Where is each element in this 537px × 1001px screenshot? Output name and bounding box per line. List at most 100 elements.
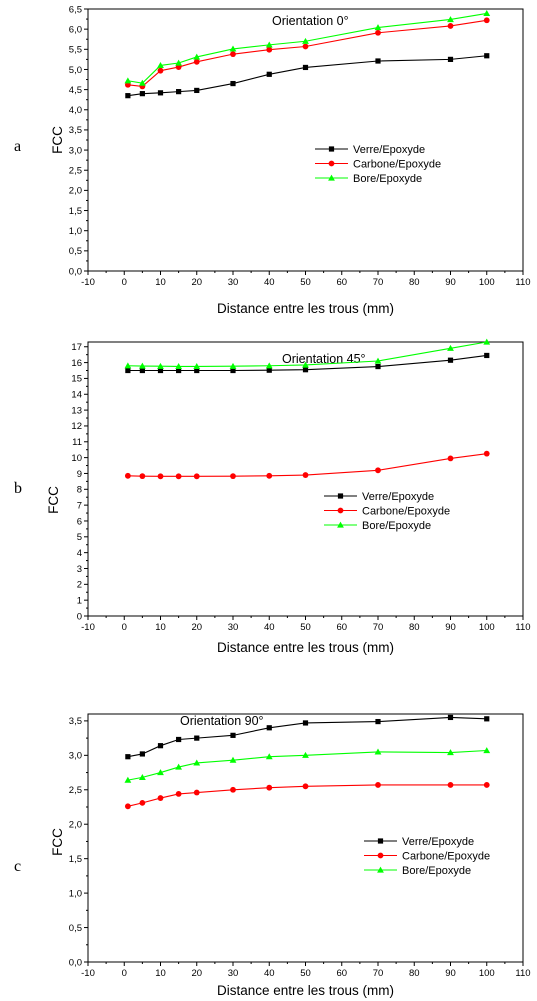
x-tick-label: 10 [155,277,166,288]
data-point [229,362,237,369]
data-point [230,732,236,738]
y-tick-label: 9 [77,469,82,480]
data-point [157,769,164,776]
y-tick-label: 0,5 [69,923,82,934]
series-carbone-epoxyde [124,450,490,480]
data-point [194,735,200,741]
x-tick-label: 10 [155,968,166,979]
y-tick-label: 4,0 [69,105,82,116]
x-tick-label: 70 [373,622,384,633]
x-tick-label: 40 [264,277,275,288]
data-point [302,751,309,758]
data-point [302,361,309,368]
data-point [230,51,236,58]
data-point [266,71,272,77]
x-tick-label: 20 [191,277,202,288]
x-tick-label: 110 [515,277,530,288]
legend-marker [377,866,384,873]
y-tick-label: 4,5 [69,85,82,96]
y-tick-label: 6,0 [69,24,82,35]
x-tick-label: 80 [409,968,420,979]
y-tick-label: 3,5 [69,125,82,136]
data-point [483,17,490,24]
data-point [139,91,145,97]
y-tick-label: 8 [77,485,82,496]
panel-letter: b [14,480,22,497]
x-tick-label: 30 [228,622,239,633]
data-point [175,362,183,369]
data-point [157,795,164,801]
x-tick-label: 20 [191,968,202,979]
data-point [484,53,490,59]
data-point [483,10,491,17]
data-point [124,776,132,783]
y-tick-label: 3,0 [69,145,82,156]
data-point [175,473,182,480]
x-tick-label: 50 [300,622,311,633]
x-tick-label: 70 [373,277,384,288]
data-point [266,784,273,791]
x-tick-label: 80 [409,277,420,288]
series-line [127,749,487,781]
data-point [125,754,131,760]
data-point [124,362,132,369]
data-point [375,363,381,370]
x-tick-label: -10 [81,622,95,633]
data-point [176,736,182,743]
data-point [265,362,273,369]
y-tick-label: 1,5 [69,854,82,865]
data-point [266,46,273,53]
y-tick-label: 3,5 [69,716,82,727]
data-point [302,720,309,726]
data-point [375,29,381,36]
chart-panel-a: -10 0 10 20 30 40 50 60 70 80 90 100 110 0,0 0,5 1,0 1,5… [14,4,531,316]
data-point [230,473,236,480]
legend-label: Verre/Epoxyde [402,836,474,848]
data-point [483,747,491,754]
y-tick-label: 1 [77,595,82,606]
y-tick-label: 4 [77,548,82,559]
x-tick-label: 100 [479,277,495,288]
data-point [175,763,183,770]
x-tick-label: 70 [373,968,384,979]
data-point [176,89,182,95]
data-point [266,367,272,373]
data-point [193,789,200,796]
y-tick-label: 7 [77,500,82,511]
data-point [157,743,164,749]
y-axis-label: FCC [46,486,61,514]
data-point [230,367,236,374]
series-carbone-epoxyde [124,17,490,90]
data-point [375,718,381,725]
y-tick-label: 15 [71,374,82,385]
x-axis-label: Distance entre les trous (mm) [217,640,394,655]
y-tick-label: 12 [71,421,82,432]
y-tick-label: 2,5 [69,166,82,177]
x-tick-label: 80 [409,622,420,633]
data-point [138,773,146,780]
x-tick-label: 90 [445,968,456,979]
x-tick-label: -10 [81,968,95,979]
data-point [124,472,131,479]
x-axis-label: Distance entre les trous (mm) [217,301,394,316]
series-verre-epoxyde [125,714,490,760]
series-verre-epoxyde [125,53,490,99]
legend-label: Bore/Epoxyde [353,173,422,185]
chart-title: Orientation 0° [272,14,349,28]
x-tick-label: 40 [264,968,275,979]
x-tick-label: 90 [445,622,456,633]
legend-label: Carbone/Epoxyde [353,158,441,170]
legend-marker [377,838,384,844]
data-point [157,473,164,480]
y-tick-label: 2,0 [69,186,82,197]
x-tick-label: 40 [264,622,275,633]
legend-marker [328,174,335,181]
data-point [302,43,309,50]
y-tick-label: 5,0 [69,65,82,76]
data-point [176,367,182,374]
data-point [194,367,200,374]
x-tick-label: -10 [81,277,95,288]
data-point [375,782,381,788]
data-point [447,344,454,351]
y-tick-label: 2,0 [69,820,82,831]
